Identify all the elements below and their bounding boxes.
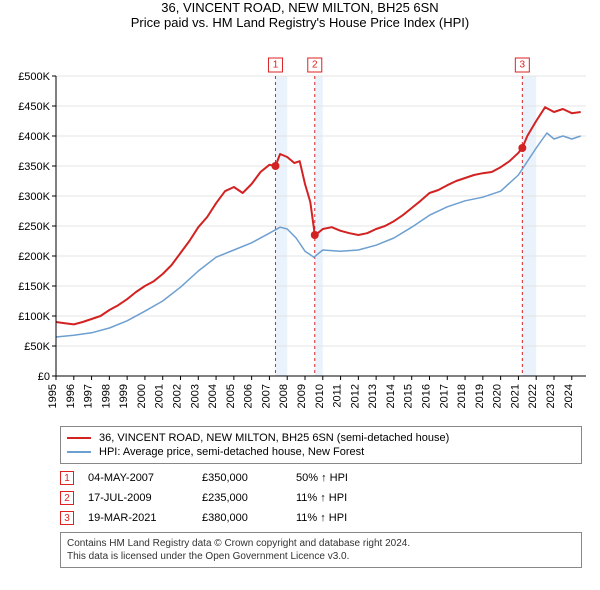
event-row-3: 3 19-MAR-2021 £380,000 11% ↑ HPI xyxy=(60,508,582,528)
svg-text:2002: 2002 xyxy=(171,384,183,408)
event-delta-2: 11% ↑ HPI xyxy=(296,492,386,504)
svg-text:2004: 2004 xyxy=(207,384,219,408)
license-footer: Contains HM Land Registry data © Crown c… xyxy=(60,532,582,568)
svg-text:1999: 1999 xyxy=(118,384,130,408)
event-price-1: £350,000 xyxy=(202,472,282,484)
svg-text:2009: 2009 xyxy=(296,384,308,408)
svg-text:2019: 2019 xyxy=(474,384,486,408)
event-date-2: 17-JUL-2009 xyxy=(88,492,188,504)
svg-text:2020: 2020 xyxy=(492,384,504,408)
svg-text:2001: 2001 xyxy=(154,384,166,408)
legend-swatch-hpi xyxy=(67,451,91,453)
event-delta-3: 11% ↑ HPI xyxy=(296,512,386,524)
event-row-1: 1 04-MAY-2007 £350,000 50% ↑ HPI xyxy=(60,468,582,488)
svg-text:£300K: £300K xyxy=(18,191,50,203)
svg-text:£350K: £350K xyxy=(18,161,50,173)
svg-text:2006: 2006 xyxy=(243,384,255,408)
svg-text:2000: 2000 xyxy=(136,384,148,408)
svg-text:£500K: £500K xyxy=(18,71,50,83)
event-date-1: 04-MAY-2007 xyxy=(88,472,188,484)
legend-label-hpi: HPI: Average price, semi-detached house,… xyxy=(99,445,364,459)
legend: 36, VINCENT ROAD, NEW MILTON, BH25 6SN (… xyxy=(60,426,582,464)
svg-text:1997: 1997 xyxy=(83,384,95,408)
event-delta-1: 50% ↑ HPI xyxy=(296,472,386,484)
legend-label-subject: 36, VINCENT ROAD, NEW MILTON, BH25 6SN (… xyxy=(99,431,449,445)
svg-text:2016: 2016 xyxy=(420,384,432,408)
event-table: 1 04-MAY-2007 £350,000 50% ↑ HPI 2 17-JU… xyxy=(60,468,582,528)
footer-line-1: Contains HM Land Registry data © Crown c… xyxy=(67,537,575,550)
svg-text:£50K: £50K xyxy=(24,341,50,353)
svg-text:£100K: £100K xyxy=(18,311,50,323)
svg-text:£450K: £450K xyxy=(18,101,50,113)
legend-item-subject: 36, VINCENT ROAD, NEW MILTON, BH25 6SN (… xyxy=(67,431,575,445)
svg-text:£200K: £200K xyxy=(18,251,50,263)
svg-text:2015: 2015 xyxy=(403,384,415,408)
svg-text:2003: 2003 xyxy=(189,384,201,408)
event-date-3: 19-MAR-2021 xyxy=(88,512,188,524)
svg-text:2007: 2007 xyxy=(260,384,272,408)
event-marker-3: 3 xyxy=(60,511,74,525)
svg-text:£400K: £400K xyxy=(18,131,50,143)
legend-item-hpi: HPI: Average price, semi-detached house,… xyxy=(67,445,575,459)
svg-text:1996: 1996 xyxy=(65,384,77,408)
event-marker-1: 1 xyxy=(60,471,74,485)
svg-text:3: 3 xyxy=(520,60,526,71)
footer-line-2: This data is licensed under the Open Gov… xyxy=(67,550,575,563)
svg-text:2005: 2005 xyxy=(225,384,237,408)
svg-text:2023: 2023 xyxy=(545,384,557,408)
svg-text:2011: 2011 xyxy=(332,384,344,408)
legend-swatch-subject xyxy=(67,437,91,439)
svg-text:1: 1 xyxy=(273,60,279,71)
svg-text:2: 2 xyxy=(312,60,318,71)
svg-text:2012: 2012 xyxy=(349,384,361,408)
event-marker-2: 2 xyxy=(60,491,74,505)
price-chart: £0 £50K £100K £150K £200K £250K £300K £350K £400… xyxy=(0,30,600,420)
event-price-3: £380,000 xyxy=(202,512,282,524)
event-price-2: £235,000 xyxy=(202,492,282,504)
svg-text:£0: £0 xyxy=(38,371,50,383)
svg-text:2018: 2018 xyxy=(456,384,468,408)
svg-text:2022: 2022 xyxy=(527,384,539,408)
svg-text:2024: 2024 xyxy=(563,384,575,408)
svg-text:2008: 2008 xyxy=(278,384,290,408)
title-line-1: 36, VINCENT ROAD, NEW MILTON, BH25 6SN xyxy=(0,0,600,15)
svg-text:2021: 2021 xyxy=(509,384,521,408)
svg-text:1998: 1998 xyxy=(100,384,112,408)
event-row-2: 2 17-JUL-2009 £235,000 11% ↑ HPI xyxy=(60,488,582,508)
svg-text:1995: 1995 xyxy=(47,384,59,408)
svg-text:2013: 2013 xyxy=(367,384,379,408)
title-line-2: Price paid vs. HM Land Registry's House … xyxy=(0,15,600,30)
svg-text:£150K: £150K xyxy=(18,281,50,293)
svg-text:2017: 2017 xyxy=(438,384,450,408)
svg-text:2010: 2010 xyxy=(314,384,326,408)
svg-text:2014: 2014 xyxy=(385,384,397,408)
svg-text:£250K: £250K xyxy=(18,221,50,233)
